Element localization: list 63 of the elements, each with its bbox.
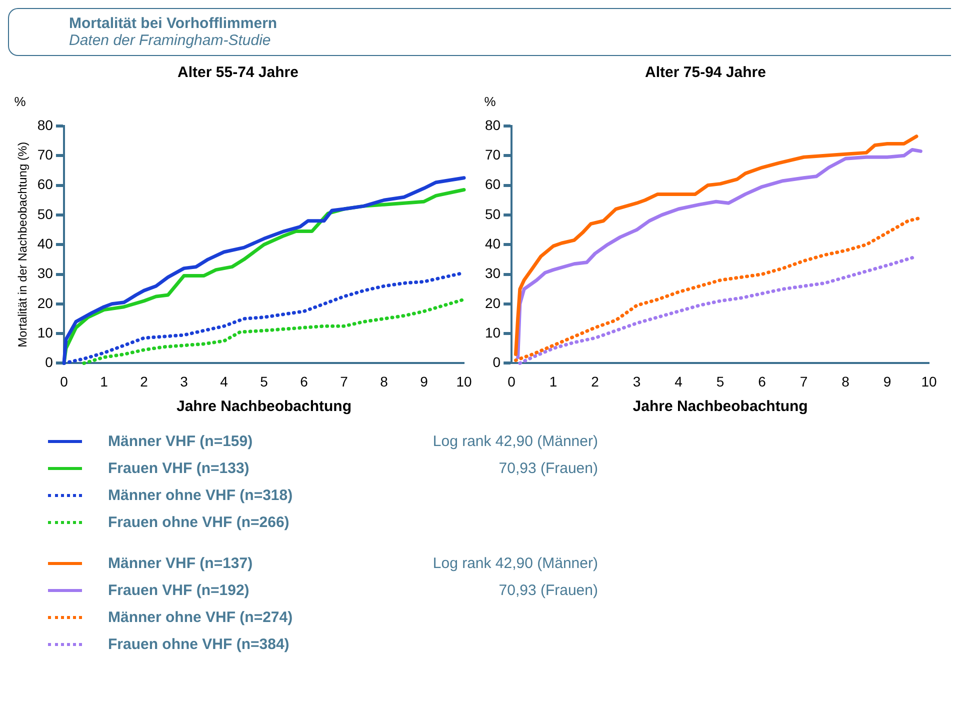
x-tick-label: 0	[60, 373, 68, 390]
y-tick-label: 30	[37, 265, 54, 282]
y-tick-label: 50	[37, 206, 54, 222]
legend-label: Männer ohne VHF (n=274)	[108, 608, 294, 628]
y-tick-label: 10	[484, 324, 501, 340]
legend-label: Männer VHF (n=159)	[108, 432, 254, 452]
x-tick-label: 9	[420, 373, 428, 390]
x-tick-label: 1	[549, 373, 558, 390]
y-tick-label: 20	[37, 294, 54, 311]
x-tick-label: 0	[508, 373, 516, 390]
text: 70,93 (Frauen)	[498, 459, 598, 479]
x-tick-label: 7	[800, 373, 808, 390]
y-tick-label: 0	[45, 354, 54, 370]
x-tick-label: 6	[758, 373, 766, 390]
text: Log rank 42,90 (Männer)	[432, 554, 598, 574]
legend-label: Frauen VHF (n=133)	[108, 459, 250, 479]
x-tick-label: 9	[883, 373, 892, 390]
y-tick-label: 0	[492, 354, 501, 370]
x-tick-label: 3	[632, 373, 641, 390]
y-tick-label: 40	[37, 235, 54, 252]
x-tick-label: 8	[842, 373, 850, 390]
y-axis-title: Mortalität in der Nachbeobachtung (%)	[16, 142, 30, 348]
x-axis-title: Jahre Nachbeobachtung	[176, 398, 352, 416]
x-axis-title: Jahre Nachbeobachtung	[632, 398, 808, 416]
text: Daten der Framingham-Studie	[69, 32, 272, 49]
y-tick-label: 50	[484, 206, 501, 222]
x-tick-label: 6	[300, 373, 308, 390]
legend-label: Frauen VHF (n=192)	[108, 581, 250, 601]
y-tick-label: 70	[484, 146, 501, 163]
y-tick-label: 20	[484, 294, 501, 311]
y-tick-label: 10	[37, 324, 54, 340]
legend-label: Frauen ohne VHF (n=384)	[108, 635, 290, 655]
x-tick-label: 8	[380, 373, 388, 390]
y-tick-label: 60	[484, 176, 501, 192]
x-tick-label: 2	[140, 373, 148, 390]
x-tick-label: 3	[180, 373, 188, 390]
line-series	[514, 216, 922, 362]
y-tick-label: 30	[484, 265, 501, 282]
x-tick-label: 10	[921, 373, 937, 390]
x-tick-label: 4	[220, 373, 228, 390]
x-tick-label: 4	[674, 373, 683, 390]
text: %	[484, 94, 496, 109]
x-tick-label: 5	[260, 373, 268, 390]
y-tick-label: 80	[37, 116, 54, 133]
x-tick-label: 7	[340, 373, 348, 390]
y-tick-label: 80	[484, 116, 501, 133]
legend-label: Männer ohne VHF (n=318)	[108, 486, 294, 506]
chart-title: Alter 55-74 Jahre	[178, 64, 298, 82]
legend-label: Frauen ohne VHF (n=266)	[108, 513, 290, 533]
y-tick-label: 40	[484, 235, 501, 252]
text: Log rank 42,90 (Männer)	[432, 432, 598, 452]
x-tick-label: 10	[456, 373, 472, 390]
text: 70,93 (Frauen)	[498, 581, 598, 601]
chart-title: Alter 75-94 Jahre	[645, 64, 766, 82]
x-tick-label: 2	[591, 373, 600, 390]
text: %	[14, 94, 26, 109]
y-tick-label: 70	[37, 146, 54, 163]
x-tick-label: 5	[716, 373, 724, 390]
line-series	[82, 298, 466, 365]
y-tick-label: 60	[37, 176, 54, 192]
legend-label: Männer VHF (n=137)	[108, 554, 254, 574]
x-tick-label: 1	[100, 373, 108, 390]
text: Mortalität bei Vorhofflimmern	[69, 15, 278, 32]
